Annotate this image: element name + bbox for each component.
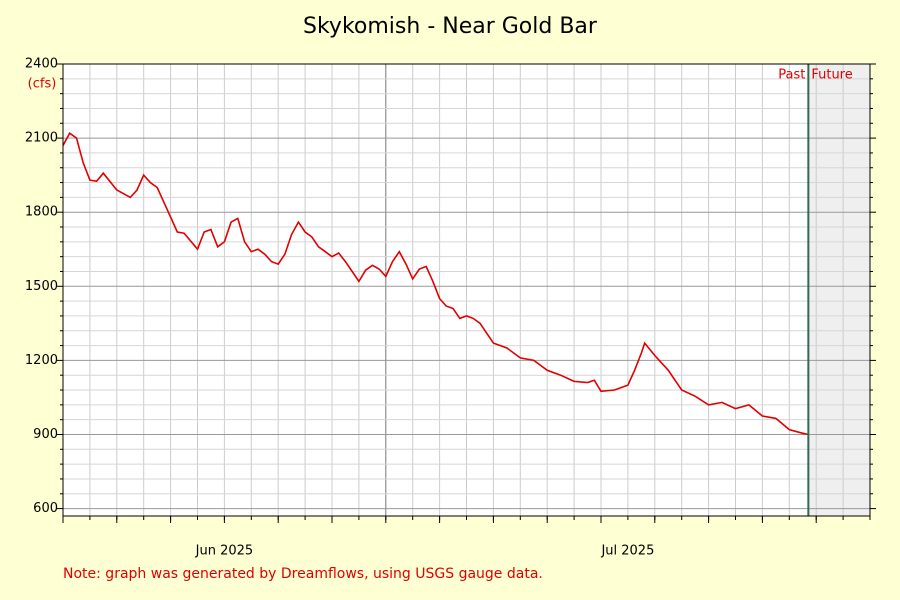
y-unit-label: (cfs) bbox=[28, 77, 57, 92]
plot-frame bbox=[62, 63, 871, 517]
y-tick-label: 1200 bbox=[25, 353, 58, 368]
chart-title: Skykomish - Near Gold Bar bbox=[303, 14, 598, 39]
future-region bbox=[808, 64, 870, 516]
y-tick-label: 600 bbox=[33, 501, 58, 516]
y-tick-label: 2100 bbox=[25, 131, 58, 146]
flow-line bbox=[62, 132, 809, 436]
month-label: Jun 2025 bbox=[195, 544, 254, 559]
y-tick-label: 1500 bbox=[25, 279, 58, 294]
y-tick-label: 900 bbox=[33, 427, 58, 442]
y-tick-label: 2400 bbox=[25, 57, 58, 72]
y-tick-label: 1800 bbox=[25, 205, 58, 220]
past-label: Past bbox=[778, 68, 805, 83]
future-label: Future bbox=[811, 68, 852, 83]
month-label: Jul 2025 bbox=[600, 544, 654, 559]
note: Note: graph was generated by Dreamflows,… bbox=[63, 566, 543, 582]
